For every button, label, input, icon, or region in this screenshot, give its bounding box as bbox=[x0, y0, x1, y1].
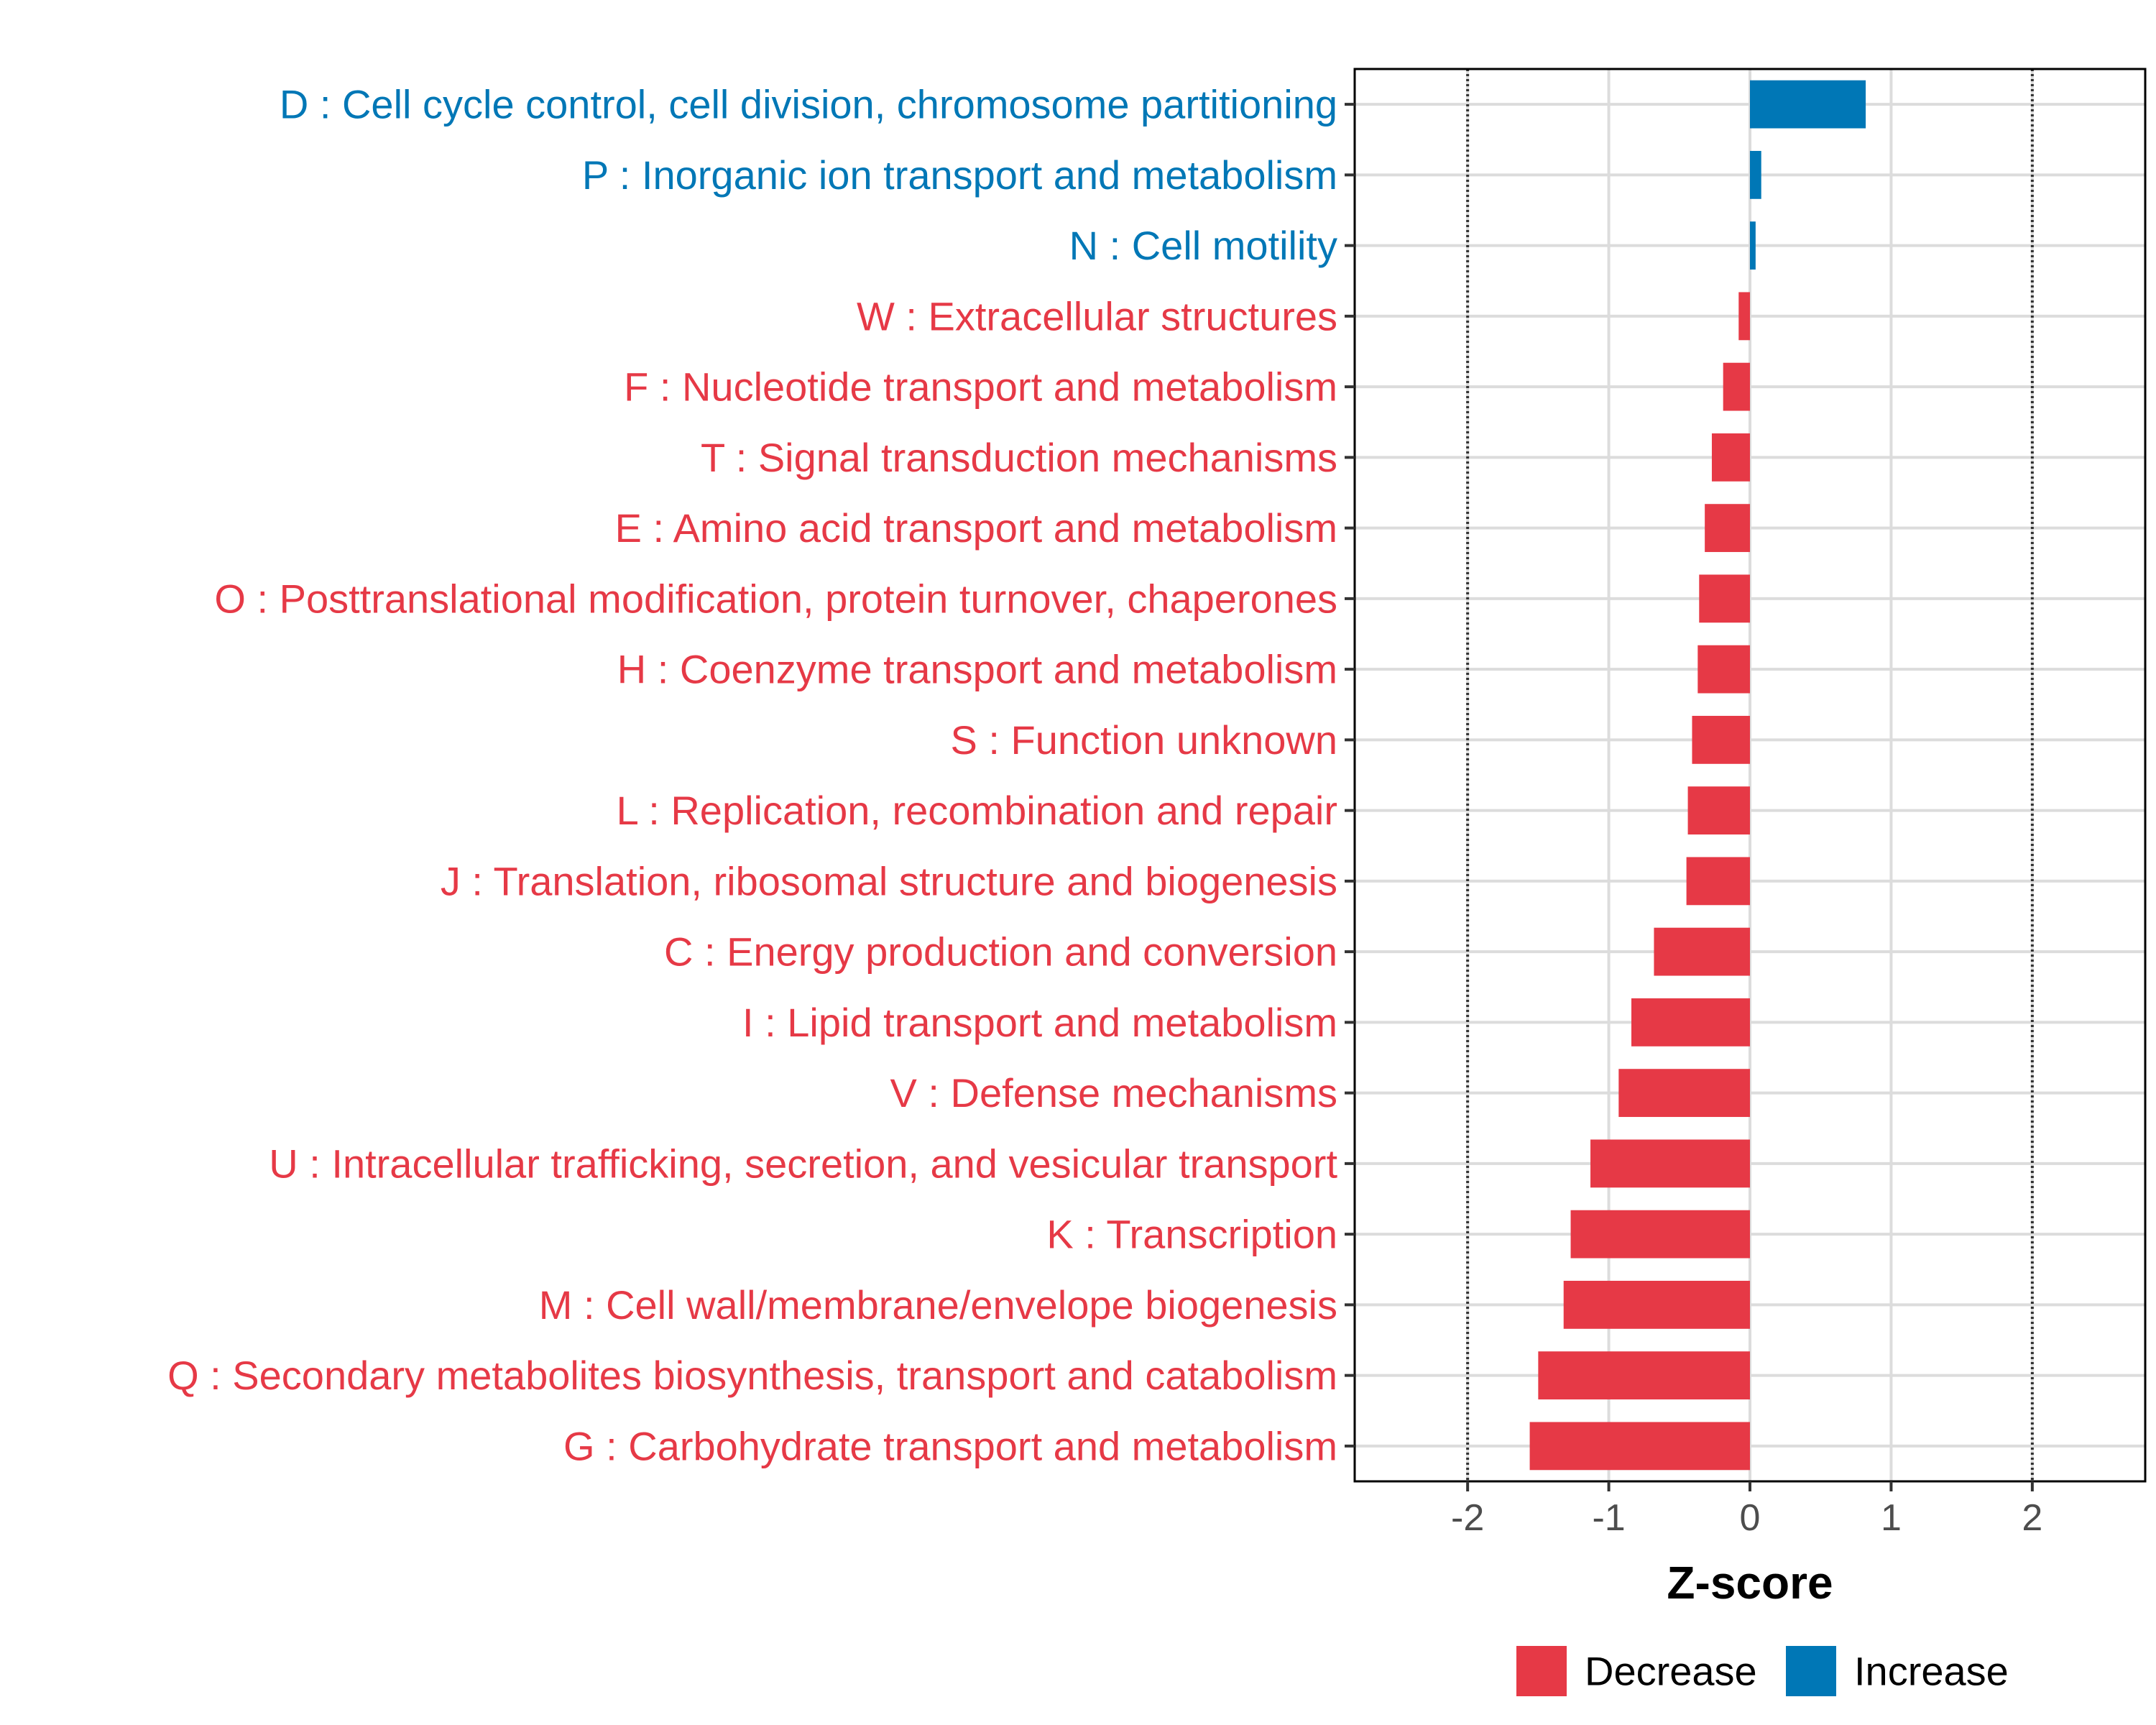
bar-l bbox=[1687, 786, 1750, 835]
bar-o bbox=[1699, 574, 1750, 623]
category-label: C : Energy production and conversion bbox=[664, 929, 1337, 975]
category-labels: D : Cell cycle control, cell division, c… bbox=[167, 82, 1337, 1469]
category-label: P : Inorganic ion transport and metaboli… bbox=[582, 152, 1337, 198]
category-label: H : Coenzyme transport and metabolism bbox=[617, 647, 1337, 692]
bar-s bbox=[1692, 715, 1750, 764]
bar-j bbox=[1686, 857, 1750, 906]
x-tick-label: -1 bbox=[1592, 1497, 1625, 1539]
reference-lines bbox=[1466, 69, 2034, 1481]
category-label: N : Cell motility bbox=[1069, 223, 1337, 268]
category-label: W : Extracellular structures bbox=[857, 293, 1337, 339]
category-label: D : Cell cycle control, cell division, c… bbox=[280, 82, 1337, 127]
bar-u bbox=[1590, 1139, 1750, 1188]
category-label: F : Nucleotide transport and metabolism bbox=[624, 364, 1337, 410]
category-label: I : Lipid transport and metabolism bbox=[742, 1000, 1337, 1045]
category-label: U : Intracellular trafficking, secretion… bbox=[269, 1141, 1337, 1186]
category-label: K : Transcription bbox=[1046, 1212, 1337, 1257]
category-label: Q : Secondary metabolites biosynthesis, … bbox=[167, 1353, 1337, 1398]
x-tick-label: 0 bbox=[1740, 1497, 1761, 1539]
bar-m bbox=[1563, 1280, 1750, 1329]
bar-c bbox=[1654, 927, 1750, 976]
bar-g bbox=[1529, 1422, 1750, 1471]
bar-t bbox=[1711, 433, 1750, 482]
bar-k bbox=[1570, 1210, 1750, 1259]
category-label: V : Defense mechanisms bbox=[890, 1070, 1337, 1116]
legend: Decrease Increase bbox=[1516, 1646, 2009, 1696]
y-axis-ticks bbox=[1345, 103, 1355, 1448]
category-label: O : Posttranslational modification, prot… bbox=[214, 576, 1337, 621]
bar-h bbox=[1697, 645, 1750, 694]
bar-q bbox=[1538, 1351, 1750, 1400]
x-tick-label: 1 bbox=[1881, 1497, 1902, 1539]
category-label: M : Cell wall/membrane/envelope biogenes… bbox=[539, 1282, 1337, 1328]
bar-d bbox=[1750, 80, 1866, 129]
category-label: E : Amino acid transport and metabolism bbox=[615, 505, 1337, 551]
bar-i bbox=[1631, 998, 1750, 1046]
bar-f bbox=[1723, 362, 1750, 411]
x-axis-ticks: -2 -1 0 1 2 bbox=[1451, 1481, 2042, 1539]
x-tick-label: 2 bbox=[2022, 1497, 2042, 1539]
legend-swatch-increase bbox=[1786, 1646, 1836, 1696]
bar-v bbox=[1618, 1069, 1750, 1118]
legend-swatch-decrease bbox=[1516, 1646, 1567, 1696]
category-label: S : Function unknown bbox=[950, 717, 1337, 763]
category-label: J : Translation, ribosomal structure and… bbox=[441, 858, 1337, 903]
category-label: L : Replication, recombination and repai… bbox=[617, 788, 1337, 833]
legend-label-increase: Increase bbox=[1854, 1649, 2009, 1694]
category-label: T : Signal transduction mechanisms bbox=[701, 435, 1337, 480]
legend-label-decrease: Decrease bbox=[1585, 1649, 1757, 1694]
x-tick-label: -2 bbox=[1451, 1497, 1484, 1539]
x-axis-title: Z-score bbox=[1667, 1557, 1833, 1609]
bar-p bbox=[1750, 150, 1761, 199]
category-label: G : Carbohydrate transport and metabolis… bbox=[563, 1423, 1337, 1468]
bar-layer bbox=[1529, 80, 1866, 1471]
bar-n bbox=[1750, 221, 1756, 270]
bar-w bbox=[1738, 292, 1750, 341]
bar-e bbox=[1705, 504, 1750, 553]
